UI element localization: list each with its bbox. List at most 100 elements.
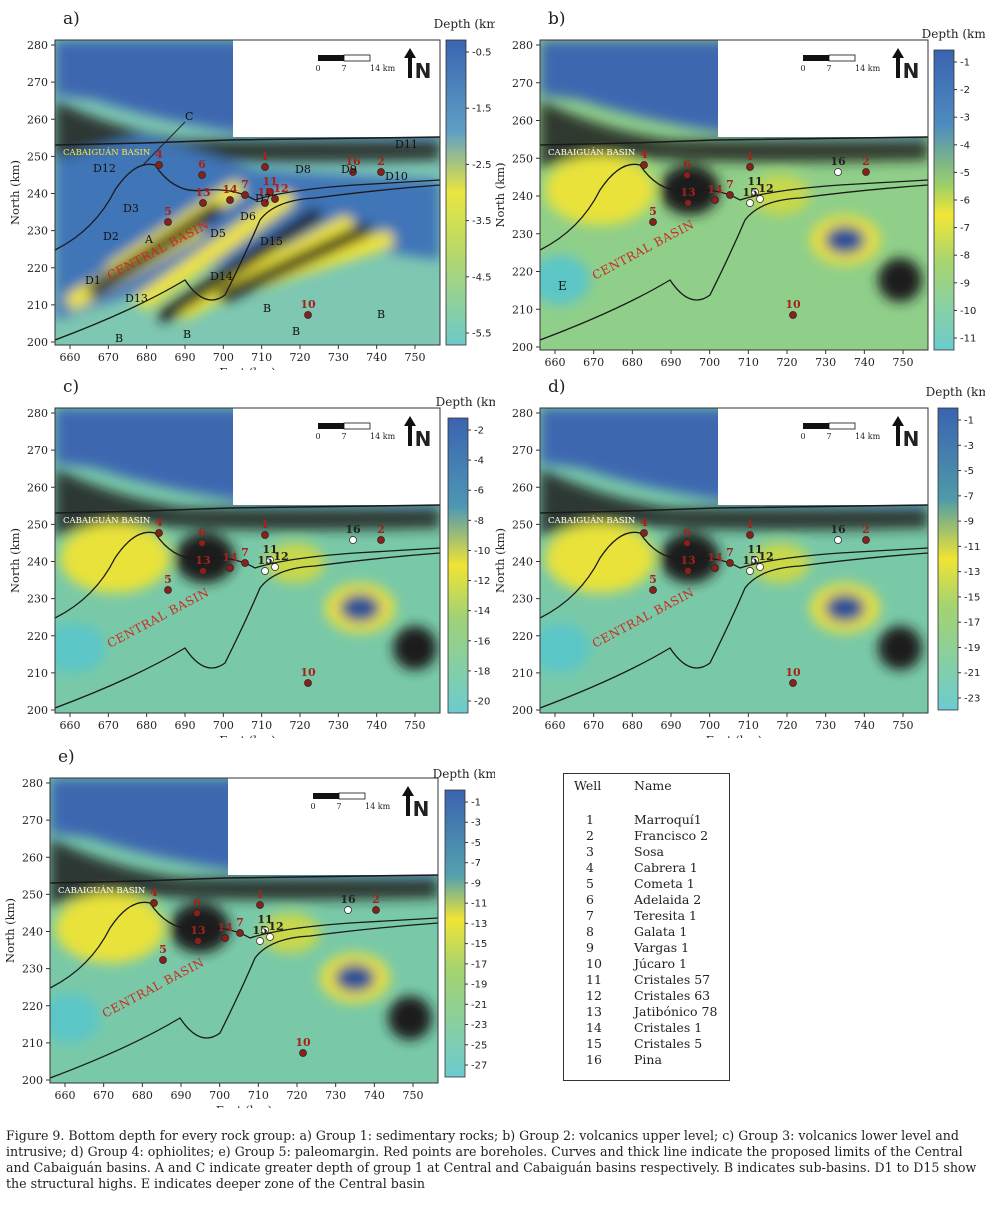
borehole-7 bbox=[241, 191, 249, 199]
well-label-11: 11 bbox=[262, 543, 277, 556]
x-tick-label: 680 bbox=[622, 719, 643, 732]
cabaiguan-limit-curve bbox=[540, 531, 928, 619]
table-well-name: Vargas 1 bbox=[634, 940, 690, 955]
colorbar-tick-label: -13 bbox=[471, 919, 487, 930]
colorbar-tick-label: -23 bbox=[964, 694, 980, 705]
borehole-7 bbox=[726, 559, 734, 567]
borehole-7 bbox=[726, 191, 734, 199]
cabaiguan-basin-label: CABAIGUÁN BASIN bbox=[63, 146, 151, 158]
x-axis-label: East (km) bbox=[219, 365, 275, 370]
borehole-2 bbox=[862, 168, 870, 176]
north-label: N bbox=[903, 59, 920, 83]
borehole-4 bbox=[640, 529, 648, 537]
pointer-line bbox=[142, 121, 186, 166]
colorbar-tick-label: -8 bbox=[474, 516, 484, 527]
colorbar-tick-label: -4.5 bbox=[472, 272, 492, 283]
borehole-15 bbox=[261, 199, 269, 207]
well-label-6: 6 bbox=[683, 526, 691, 539]
well-label-12: 12 bbox=[273, 182, 288, 195]
borehole-16 bbox=[349, 536, 357, 544]
colorbar-tick-label: -5 bbox=[471, 838, 481, 849]
table-well-name: Teresita 1 bbox=[634, 908, 697, 923]
well-label-10: 10 bbox=[300, 298, 316, 311]
panel-d: d)660 670 680 690 700 710 720 730 740 75028027026… bbox=[493, 377, 985, 738]
well-label-11: 11 bbox=[262, 175, 277, 188]
cabaiguan-limit-curve bbox=[50, 901, 438, 989]
borehole-12 bbox=[756, 195, 764, 203]
y-tick-label: 270 bbox=[27, 76, 48, 89]
x-tick-label: 690 bbox=[171, 1089, 192, 1102]
y-tick-label: 270 bbox=[22, 814, 43, 827]
teal-zone bbox=[50, 993, 100, 1043]
map-frame bbox=[539, 39, 929, 351]
table-well-name: Sosa bbox=[634, 844, 664, 859]
y-tick-label: 280 bbox=[512, 39, 533, 52]
borehole-6 bbox=[683, 539, 691, 547]
x-tick-label: 740 bbox=[364, 1089, 385, 1102]
x-tick-label: 700 bbox=[213, 351, 234, 364]
borehole-2 bbox=[377, 168, 385, 176]
borehole-15 bbox=[746, 567, 754, 575]
table-well-number: 6 bbox=[586, 892, 594, 907]
y-tick-label: 240 bbox=[512, 556, 533, 569]
colorbar bbox=[937, 407, 959, 711]
x-tick-label: 720 bbox=[287, 1089, 308, 1102]
borehole-11 bbox=[266, 188, 274, 196]
blue-deep bbox=[335, 964, 375, 992]
y-tick-label: 270 bbox=[512, 77, 533, 90]
x-tick-label: 740 bbox=[854, 719, 875, 732]
colorbar-tick-label: -6 bbox=[474, 486, 484, 497]
well-label-15: 15 bbox=[257, 186, 272, 199]
borehole-11 bbox=[266, 556, 274, 564]
structure-label: B bbox=[115, 332, 123, 345]
well-label-16: 16 bbox=[340, 893, 356, 906]
colorbar-title: Depth (km) bbox=[433, 767, 495, 781]
borehole-5 bbox=[649, 586, 657, 594]
structure-label: A bbox=[144, 233, 154, 246]
borehole-1 bbox=[261, 531, 269, 539]
table-well-name: Adelaida 2 bbox=[634, 892, 702, 907]
y-tick-label: 280 bbox=[27, 39, 48, 52]
well-label-16: 16 bbox=[830, 155, 846, 168]
x-tick-label: 670 bbox=[98, 351, 119, 364]
structure-label: D8 bbox=[295, 163, 311, 176]
y-tick-label: 210 bbox=[512, 303, 533, 316]
x-tick-label: 660 bbox=[55, 1089, 76, 1102]
dark-ridge bbox=[540, 468, 928, 538]
basin-limit-line bbox=[55, 504, 440, 514]
well-label-15: 15 bbox=[257, 554, 272, 567]
x-tick-label: 670 bbox=[583, 356, 604, 369]
colorbar-tick-label: -15 bbox=[471, 939, 487, 950]
scale-label: 7 bbox=[341, 64, 346, 73]
x-tick-label: 660 bbox=[545, 719, 566, 732]
well-label-11: 11 bbox=[257, 913, 272, 926]
x-tick-label: 720 bbox=[290, 719, 311, 732]
cabaiguan-basin-label: CABAIGUÁN BASIN bbox=[58, 884, 146, 896]
panel-e: e)660 670 680 690 700 710 720 730 740 75028027026… bbox=[3, 747, 495, 1108]
colorbar-tick-label: -7 bbox=[471, 858, 481, 869]
colorbar-tick-label: -27 bbox=[471, 1061, 487, 1072]
central-basin-limit-curve bbox=[55, 184, 440, 341]
north-arrow-icon bbox=[892, 48, 904, 78]
y-axis-label: North (km) bbox=[493, 528, 507, 593]
colorbar-tick-label: -10 bbox=[474, 546, 490, 557]
y-tick-label: 240 bbox=[27, 556, 48, 569]
scale-label: 14 km bbox=[370, 64, 396, 73]
dark-high bbox=[388, 996, 432, 1040]
x-tick-label: 750 bbox=[893, 356, 914, 369]
structure-label: D9 bbox=[341, 163, 357, 176]
colorbar-tick-label: -15 bbox=[964, 592, 980, 603]
table-well-name: Cristales 1 bbox=[634, 1020, 703, 1035]
y-tick-label: 210 bbox=[22, 1037, 43, 1050]
colorbar-tick-label: -3 bbox=[960, 113, 970, 124]
structure-label: D10 bbox=[385, 170, 408, 183]
dark-high bbox=[393, 626, 437, 670]
borehole-6 bbox=[198, 171, 206, 179]
well-label-2: 2 bbox=[372, 893, 380, 906]
x-axis-label: East (km) bbox=[706, 733, 762, 738]
well-label-2: 2 bbox=[377, 523, 385, 536]
y-tick-label: 260 bbox=[27, 481, 48, 494]
structure-label: D14 bbox=[210, 270, 233, 283]
map-frame bbox=[54, 39, 441, 346]
y-tick-label: 250 bbox=[512, 152, 533, 165]
